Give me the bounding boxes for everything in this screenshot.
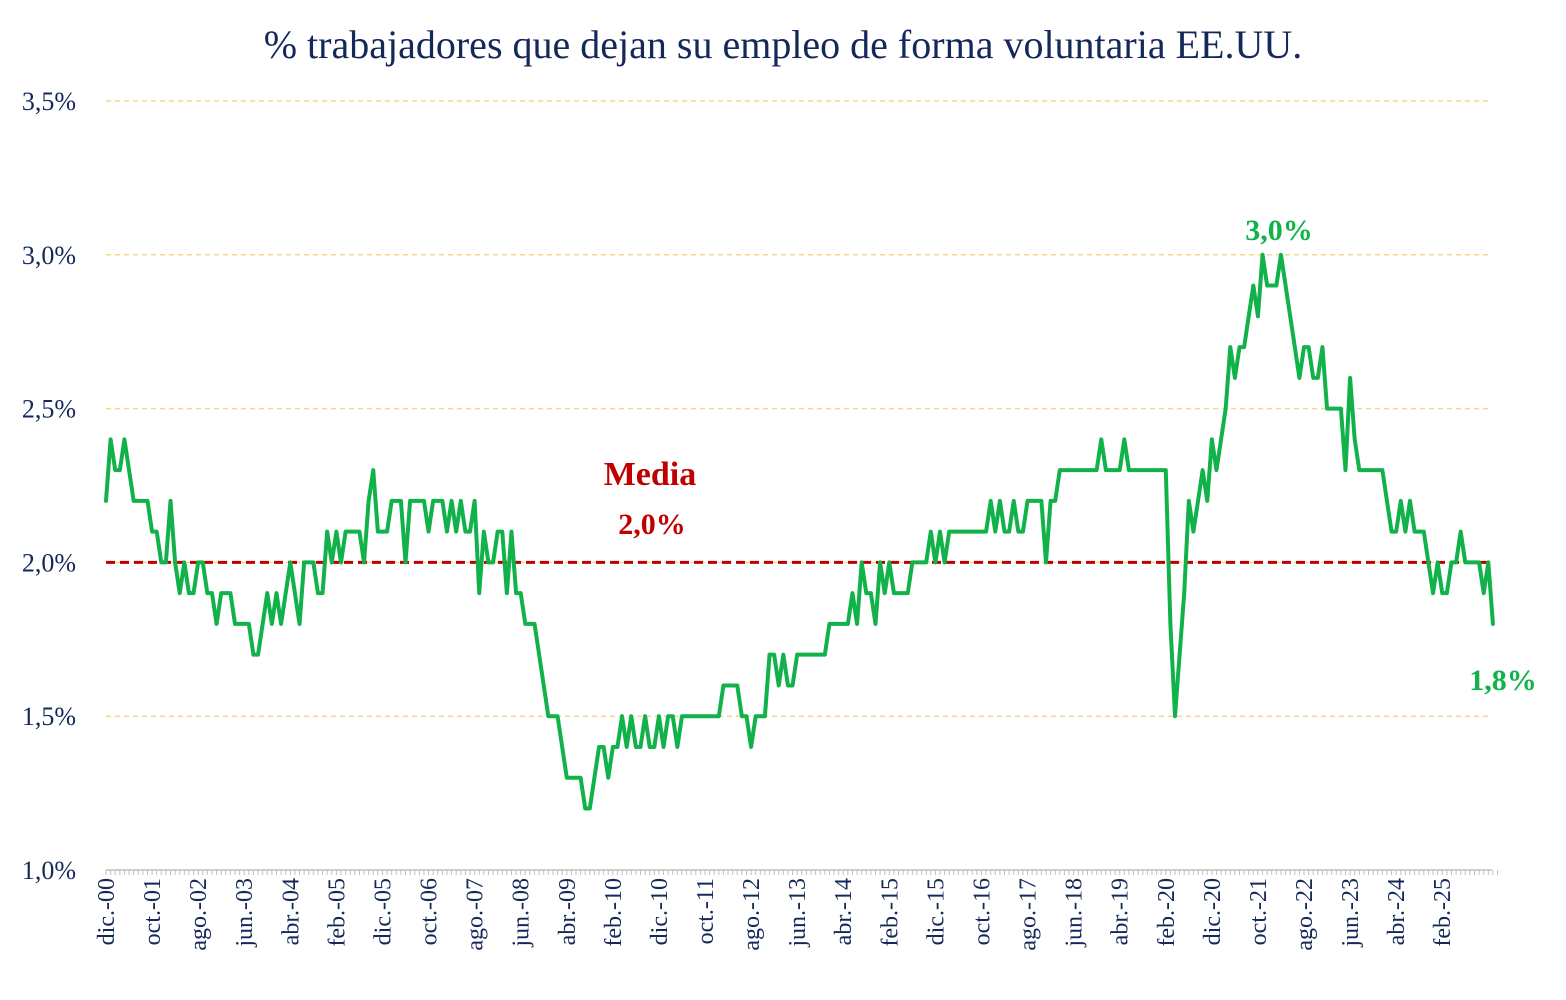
x-tick-label: dic.-10: [647, 878, 673, 945]
x-tick-label: feb.-20: [1154, 878, 1180, 947]
y-axis: 1,0% 1,5% 2,0% 2,5% 3,0% 3,5%: [22, 87, 76, 885]
x-tick-label: feb.-15: [877, 878, 903, 947]
series-group: [104, 252, 1495, 811]
grid-lines: [106, 100, 1492, 717]
x-tick-label: dic.-15: [923, 878, 949, 945]
x-tick-label: abr.-14: [831, 878, 857, 945]
y-tick-label: 2,5%: [22, 395, 76, 424]
x-tick-label: jun.-13: [785, 878, 811, 948]
x-tick-label: jun.-23: [1338, 878, 1364, 948]
y-tick-label: 1,5%: [22, 702, 76, 731]
x-tick-label: jun.-08: [509, 878, 535, 948]
x-tick-label: ago.-17: [1016, 878, 1042, 951]
x-tick-label: jun.-03: [232, 878, 258, 948]
x-tick-label: feb.-25: [1430, 878, 1456, 947]
max-value-label: 3,0%: [1245, 214, 1313, 247]
x-tick-label: jun.-18: [1062, 878, 1088, 948]
x-tick-label: feb.-05: [324, 878, 350, 947]
x-tick-label: dic.-00: [94, 878, 120, 945]
series-line-renuncias: [104, 252, 1495, 811]
x-axis: dic.-00 oct.-01 ago.-02 jun.-03 abr.-04 feb.-…: [94, 869, 1499, 951]
x-tick-label: ago.-02: [186, 878, 212, 951]
x-tick-label: abr.-19: [1108, 878, 1134, 945]
x-tick-label: ago.-07: [463, 878, 489, 951]
x-tick-label: dic.-20: [1200, 878, 1226, 945]
last-value-label: 1,8%: [1469, 664, 1537, 697]
y-tick-label: 1,0%: [22, 856, 76, 885]
y-tick-label: 3,0%: [22, 241, 76, 270]
x-tick-label: oct.-06: [417, 878, 443, 945]
x-tick-label: ago.-12: [739, 878, 765, 951]
x-tick-label: abr.-24: [1384, 878, 1410, 945]
x-tick-label: oct.-01: [140, 878, 166, 945]
annotations: Media 2,0% 3,0% 1,8%: [604, 214, 1537, 697]
x-tick-label: abr.-04: [278, 878, 304, 945]
x-tick-label: ago.-22: [1292, 878, 1318, 951]
x-tick-label: feb.-10: [601, 878, 627, 947]
x-tick-label: dic.-05: [370, 878, 396, 945]
chart-title: % trabajadores que dejan su empleo de fo…: [264, 22, 1303, 67]
y-tick-label: 3,5%: [22, 87, 76, 116]
x-tick-label: oct.-16: [969, 878, 995, 945]
media-label: Media: [604, 456, 697, 493]
x-tick-label: oct.-21: [1246, 878, 1272, 945]
x-tick-label: oct.-11: [693, 878, 719, 944]
x-tick-label: abr.-09: [555, 878, 581, 945]
y-tick-label: 2,0%: [22, 548, 76, 577]
media-value-label: 2,0%: [618, 508, 686, 541]
